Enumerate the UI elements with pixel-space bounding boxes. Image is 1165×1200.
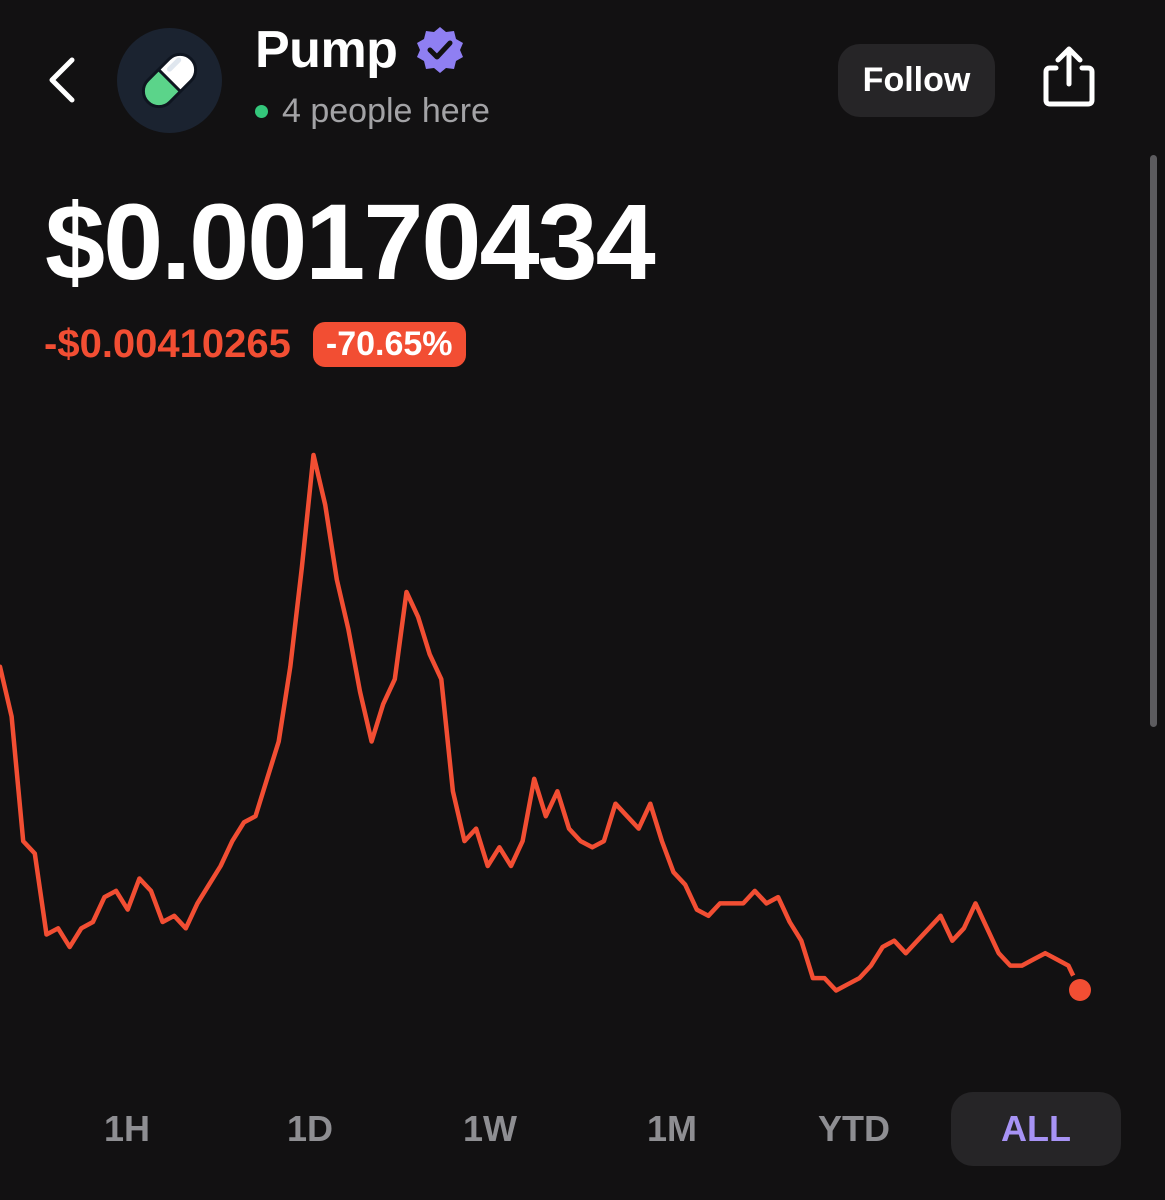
- current-price: $0.00170434: [45, 181, 656, 302]
- presence-text: 4 people here: [282, 92, 490, 130]
- range-tab-1h[interactable]: 1H: [103, 1108, 151, 1149]
- presence-indicator: 4 people here: [255, 92, 490, 131]
- follow-button[interactable]: Follow: [838, 44, 995, 117]
- range-tab-1d[interactable]: 1D: [286, 1108, 334, 1149]
- range-tab-1m[interactable]: 1M: [646, 1108, 697, 1149]
- price-chart[interactable]: [0, 380, 1165, 1080]
- title-row: Pump: [255, 20, 465, 80]
- token-title: Pump: [255, 21, 398, 79]
- online-dot-icon: [255, 105, 268, 118]
- range-tab-1w[interactable]: 1W: [463, 1108, 517, 1149]
- price-series-line: [0, 452, 1083, 993]
- price-change: -$0.00410265 -70.65%: [44, 322, 466, 367]
- token-avatar[interactable]: [117, 28, 222, 133]
- header: Pump 4 people here Follow: [0, 0, 1165, 150]
- pill-icon: [141, 52, 198, 109]
- verified-badge-icon: [417, 27, 464, 73]
- back-button[interactable]: [40, 52, 84, 108]
- price-change-amount: -$0.00410265: [44, 322, 291, 366]
- chevron-left-icon: [49, 57, 75, 103]
- range-tab-ytd[interactable]: YTD: [818, 1108, 890, 1149]
- price-change-percent-badge: -70.65%: [312, 322, 466, 367]
- time-range-selector: 1H 1D 1W 1M YTD ALL: [0, 1092, 1165, 1167]
- share-button[interactable]: [1036, 42, 1102, 112]
- share-icon: [1043, 46, 1095, 107]
- range-tab-all[interactable]: ALL: [951, 1092, 1121, 1166]
- scrollbar[interactable]: [1150, 155, 1157, 727]
- current-point-dot: [1069, 979, 1091, 1001]
